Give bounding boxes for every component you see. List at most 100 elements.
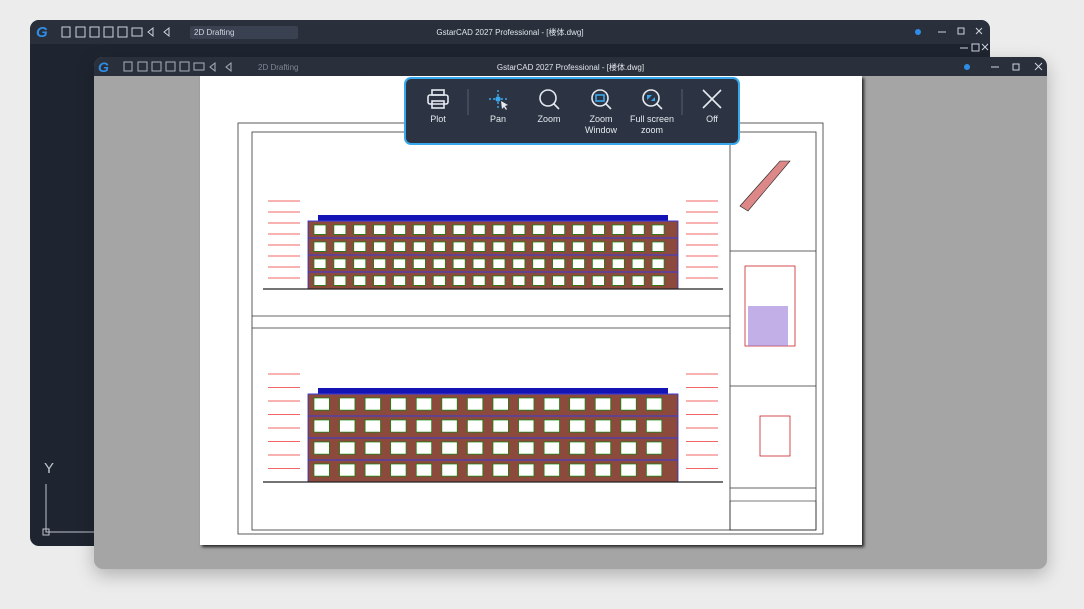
window: [492, 463, 509, 477]
window: [364, 441, 381, 455]
window: [452, 241, 466, 252]
window: [532, 275, 546, 286]
window: [313, 275, 327, 286]
window: [415, 463, 432, 477]
window: [413, 224, 426, 235]
window: [441, 463, 458, 477]
window: [532, 241, 546, 252]
window: [646, 441, 663, 455]
window: [467, 397, 484, 411]
plot-icon: [427, 89, 449, 109]
roof: [318, 215, 668, 221]
window: [339, 419, 356, 433]
window: [441, 441, 458, 455]
window: [373, 275, 386, 286]
window: [393, 275, 406, 286]
window: [472, 241, 486, 252]
window: [646, 463, 663, 477]
controls: [938, 27, 989, 52]
window: [390, 397, 407, 411]
window: [651, 224, 665, 235]
detail: [739, 160, 791, 212]
window: [594, 463, 611, 477]
workspace-selector[interactable]: 2D Drafting: [254, 61, 362, 74]
window: [313, 463, 330, 477]
window-title: GstarCAD 2027 Professional - [楼体.dwg]: [496, 63, 645, 72]
window: [467, 463, 484, 477]
roof: [318, 388, 668, 394]
window: [472, 275, 486, 286]
controls: [991, 62, 1043, 71]
window: [353, 224, 367, 235]
window: [592, 258, 605, 269]
window: [631, 275, 645, 286]
button-label: Full screen zoom: [629, 114, 674, 135]
button-label: Zoom: [537, 114, 561, 124]
window: [313, 224, 327, 235]
status-icon: [915, 29, 921, 35]
window: [543, 397, 560, 411]
window: [594, 419, 611, 433]
window: [313, 441, 330, 455]
quick-access-icons: G: [36, 24, 170, 41]
window: [611, 258, 625, 269]
pan-button[interactable]: Pan: [470, 79, 526, 143]
zoom-window-icon: [591, 89, 612, 110]
window: [620, 397, 637, 411]
zoom-button[interactable]: Zoom: [521, 79, 577, 143]
window: [413, 258, 426, 269]
window: [572, 258, 585, 269]
full-screen-zoom-button[interactable]: Full screen zoom: [624, 79, 680, 143]
elevations: [263, 160, 817, 531]
ucs-icon: [42, 484, 108, 536]
zoom-window-button[interactable]: Zoom Window: [573, 79, 629, 143]
window: [333, 258, 347, 269]
window: [651, 258, 665, 269]
title-block: [729, 500, 817, 531]
window: [452, 224, 466, 235]
window: [333, 275, 347, 286]
window: [339, 441, 356, 455]
pan-icon: [489, 90, 508, 110]
window: [592, 275, 605, 286]
window: [611, 275, 625, 286]
window: [552, 275, 565, 286]
window: [512, 275, 526, 286]
window: [353, 258, 367, 269]
off-icon: [702, 89, 722, 109]
window: [492, 419, 509, 433]
window: [646, 397, 663, 411]
drawing-paper: [200, 76, 862, 545]
window: [552, 224, 565, 235]
window: [364, 419, 381, 433]
plot-button[interactable]: Plot: [410, 79, 466, 143]
window: [552, 241, 565, 252]
window: [313, 241, 327, 252]
window: [594, 397, 611, 411]
window: [373, 258, 386, 269]
window: [569, 441, 586, 455]
window: [393, 224, 406, 235]
ucs-box: [42, 528, 50, 536]
window: [373, 241, 386, 252]
full-screen-zoom-icon: [642, 89, 663, 110]
window: [518, 463, 535, 477]
front-window: G 2D Drafting GstarCAD 2027 Professional…: [94, 57, 1047, 569]
window: [333, 224, 347, 235]
window: [646, 419, 663, 433]
window: [432, 258, 446, 269]
window: [611, 241, 625, 252]
window: [572, 224, 585, 235]
window: [432, 224, 446, 235]
window: [651, 275, 665, 286]
workspace-selector[interactable]: 2D Drafting: [190, 26, 298, 39]
button-label: Off: [706, 114, 718, 124]
window: [313, 419, 330, 433]
window: [339, 397, 356, 411]
view-toolbar: Plot Pan Zoom Zoom Window Full screen zo…: [404, 77, 740, 145]
off-button[interactable]: Off: [684, 79, 740, 143]
window: [313, 258, 327, 269]
window: [441, 397, 458, 411]
window: [569, 397, 586, 411]
